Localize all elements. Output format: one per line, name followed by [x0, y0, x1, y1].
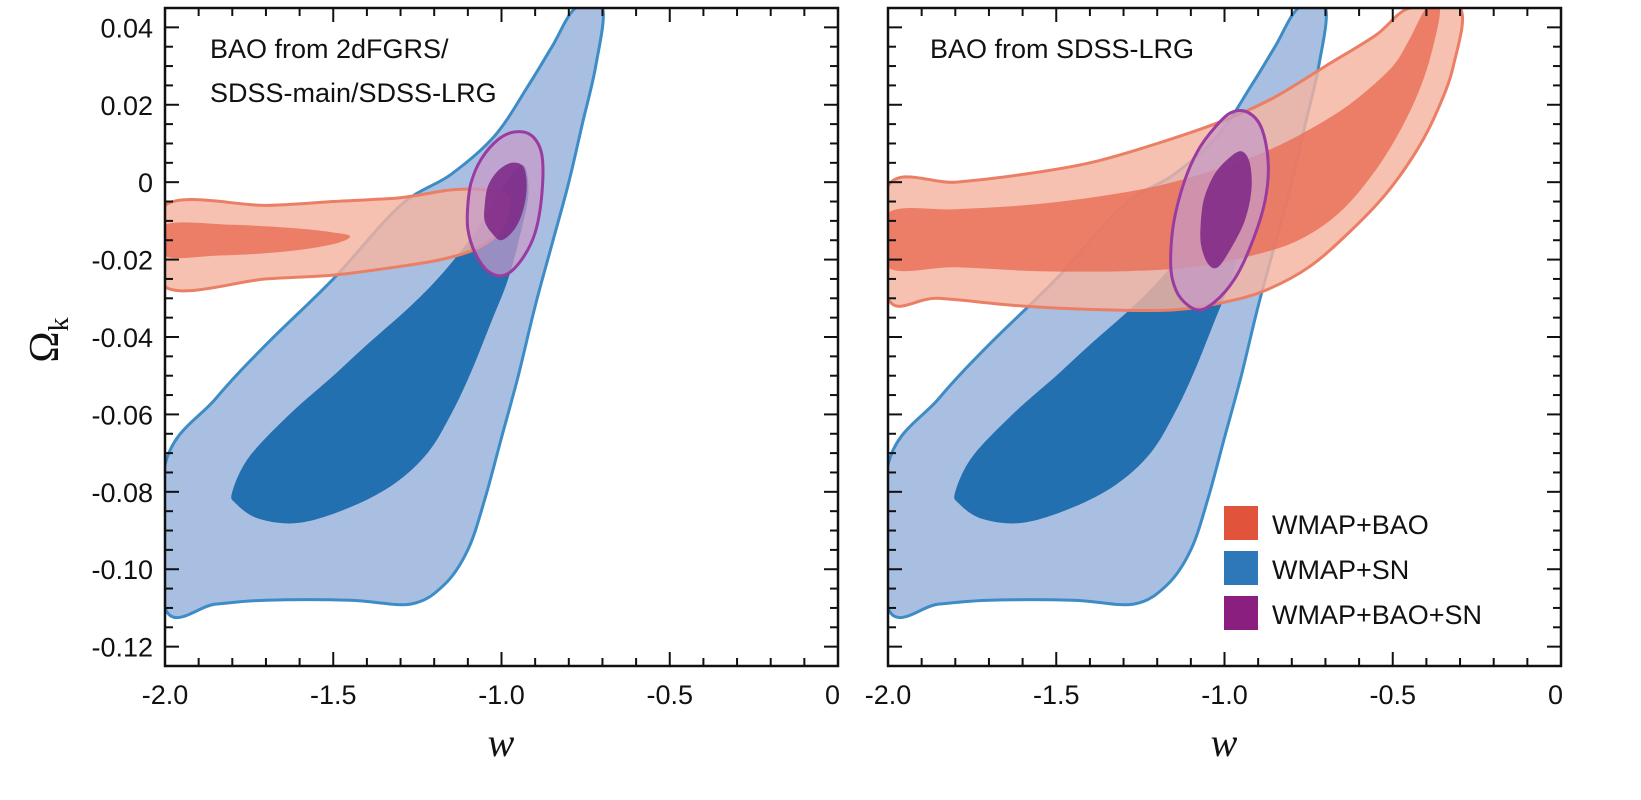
contour-wmap-bao-sn-inner-left: [484, 162, 527, 241]
legend-label-wmap-bao: WMAP+BAO: [1272, 510, 1429, 540]
tick-marks-right: [887, 7, 1562, 667]
x-tick-label: 0: [1548, 680, 1563, 710]
y-tick-label: -0.02: [91, 246, 153, 276]
contour-regions-right: [888, 8, 1465, 620]
annotation-left-line-2: SDSS-main/SDSS-LRG: [210, 78, 497, 108]
contour-wmap-bao-inner-right: [888, 8, 1441, 272]
x-tick-label: -2.0: [865, 680, 912, 710]
x-tick-label: -1.5: [310, 680, 357, 710]
y-tick-label: -0.06: [91, 400, 153, 430]
y-tick-label: -0.12: [91, 633, 153, 663]
y-tick-label: 0: [138, 168, 153, 198]
contour-wmap-sn-inner-right: [954, 164, 1252, 524]
x-tick-label: -1.0: [1201, 680, 1248, 710]
panel-right: -2.0 -1.5 -1.0 -0.5 0 BAO from SDSS-LRG w WM…: [865, 6, 1563, 765]
legend-label-wmap-bao-sn: WMAP+BAO+SN: [1272, 600, 1482, 630]
y-axis-title-omega: Ωk: [22, 317, 75, 362]
annotation-left-line-1: BAO from 2dFGRS/: [210, 34, 449, 64]
x-axis-title-right: w: [1211, 720, 1238, 765]
annotation-right: BAO from SDSS-LRG: [930, 34, 1194, 64]
x-tick-labels-left: -2.0 -1.5 -1.0 -0.5 0: [142, 680, 840, 710]
y-tick-label: 0.02: [100, 91, 153, 121]
contour-regions-left: [165, 8, 605, 620]
legend-swatch-wmap-sn: [1224, 551, 1258, 585]
x-tick-label: -1.5: [1033, 680, 1080, 710]
legend: WMAP+BAO WMAP+SN WMAP+BAO+SN: [1224, 506, 1482, 630]
x-tick-label: -0.5: [1369, 680, 1416, 710]
x-tick-label: -1.0: [478, 680, 525, 710]
contour-wmap-bao-inner-left: [165, 222, 351, 259]
tick-marks-left: [164, 7, 839, 667]
y-tick-label: -0.10: [91, 555, 153, 585]
contour-wmap-bao-sn-inner-right: [1200, 151, 1252, 269]
y-axis-title: Ωk: [22, 317, 75, 362]
x-axis-title-left: w: [488, 720, 515, 765]
legend-label-wmap-sn: WMAP+SN: [1272, 555, 1409, 585]
y-tick-label: 0.04: [100, 13, 153, 43]
legend-swatch-wmap-bao: [1224, 506, 1258, 540]
y-tick-label: -0.04: [91, 323, 153, 353]
y-tick-label: -0.08: [91, 478, 153, 508]
x-tick-labels-right: -2.0 -1.5 -1.0 -0.5 0: [865, 680, 1563, 710]
y-tick-labels: 0.04 0.02 0 -0.02 -0.04 -0.06 -0.08 -0.10 -0.12: [91, 13, 153, 662]
panel-left: 0.040.020-0.02-0.04-0.06-0.08-0.10-0.12 …: [91, 6, 840, 765]
x-tick-label: -2.0: [142, 680, 189, 710]
x-tick-label: 0: [825, 680, 840, 710]
y-axis-title-subscript: k: [44, 317, 75, 331]
contour-wmap-sn-inner-left: [231, 164, 529, 524]
y-axis-title-symbol: Ω: [22, 331, 68, 362]
legend-swatch-wmap-bao-sn: [1224, 596, 1258, 630]
x-tick-label: -0.5: [646, 680, 693, 710]
